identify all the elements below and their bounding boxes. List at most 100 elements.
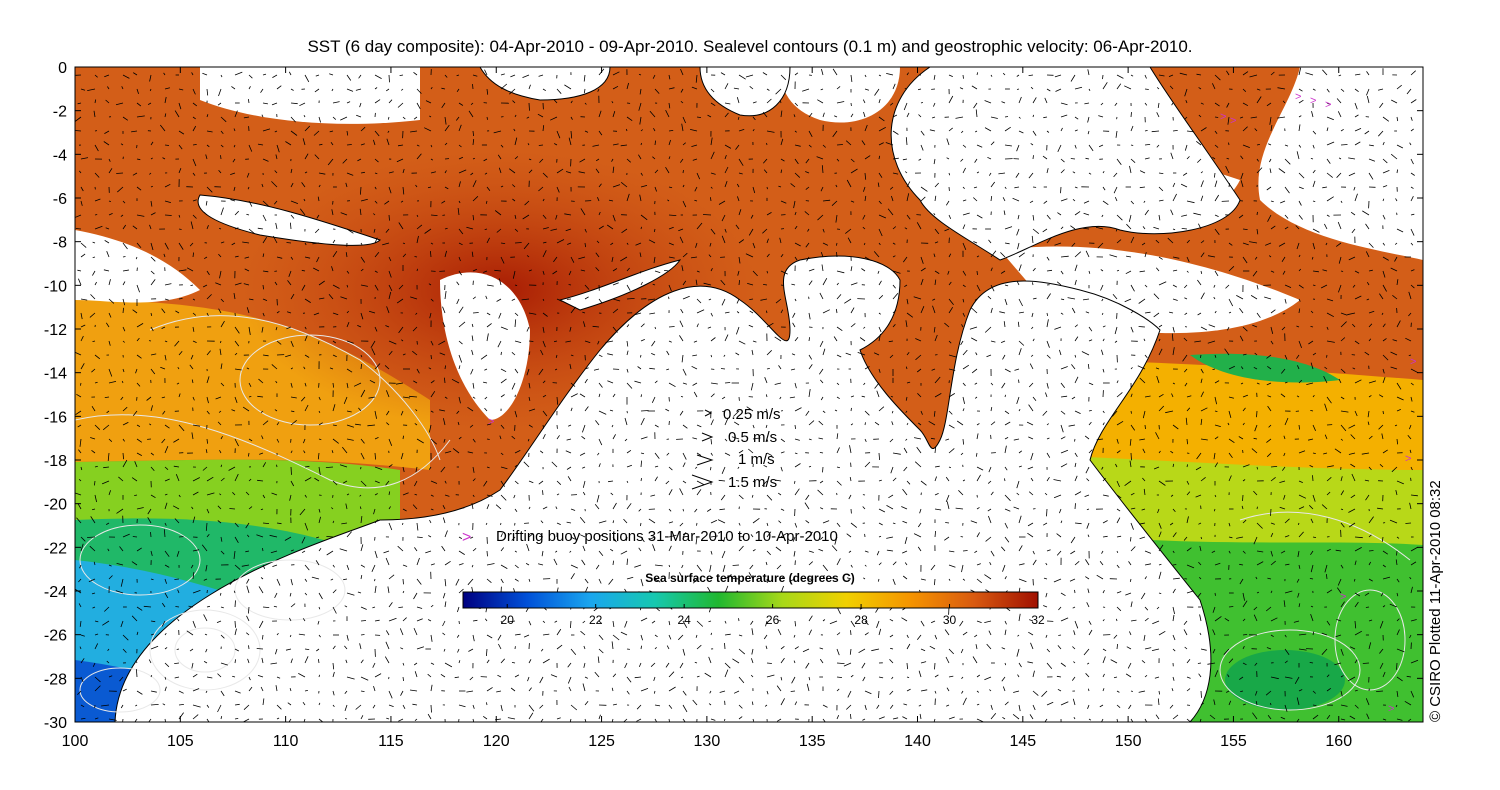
velocity-arrow [332, 101, 340, 104]
velocity-arrow [584, 701, 589, 706]
velocity-arrow [735, 144, 740, 150]
velocity-arrow [290, 200, 299, 204]
velocity-arrow [973, 241, 978, 244]
velocity-arrow [598, 714, 601, 720]
velocity-arrow [794, 407, 802, 412]
velocity-arrow [751, 701, 754, 706]
velocity-arrow [1197, 158, 1202, 163]
velocity-arrow [1030, 86, 1034, 90]
velocity-arrow [511, 435, 516, 440]
velocity-arrow [1406, 675, 1412, 678]
velocity-arrow [1268, 255, 1272, 258]
velocity-arrow [831, 200, 838, 206]
velocity-arrow [1255, 576, 1258, 580]
velocity-arrow [1144, 395, 1151, 398]
velocity-arrow [385, 641, 390, 650]
velocity-arrow [416, 144, 420, 147]
velocity-arrow [273, 200, 278, 205]
velocity-arrow [1060, 169, 1065, 174]
velocity-arrow [500, 242, 506, 244]
velocity-arrow [654, 140, 656, 146]
velocity-arrow [1362, 662, 1370, 664]
velocity-arrow [430, 684, 433, 692]
velocity-arrow [732, 658, 740, 664]
velocity-arrow [1102, 338, 1105, 342]
velocity-arrow [1309, 578, 1314, 580]
velocity-arrow [458, 340, 463, 345]
velocity-arrow [1016, 396, 1020, 405]
velocity-arrow [246, 615, 250, 622]
velocity-arrow [720, 494, 726, 501]
velocity-arrow [1060, 255, 1069, 258]
velocity-arrow [413, 116, 418, 120]
velocity-arrow [791, 353, 796, 356]
velocity-arrow [79, 646, 82, 650]
velocity-arrow [526, 368, 530, 376]
velocity-arrow [976, 270, 978, 275]
velocity-arrow [626, 267, 630, 272]
velocity-arrow [738, 716, 743, 720]
velocity-arrow [1028, 631, 1034, 636]
velocity-arrow [373, 508, 376, 515]
velocity-arrow [1200, 326, 1207, 331]
velocity-arrow [163, 253, 166, 258]
velocity-arrow [206, 508, 210, 514]
velocity-arrow [794, 72, 799, 76]
velocity-arrow [499, 435, 502, 440]
velocity-arrow [1158, 592, 1162, 594]
velocity-arrow [1015, 172, 1020, 178]
velocity-arrow [106, 660, 110, 664]
velocity-arrow [87, 88, 96, 91]
velocity-arrow [444, 480, 447, 484]
velocity-arrow [680, 100, 684, 104]
velocity-arrow [161, 396, 166, 399]
velocity-arrow [1256, 382, 1260, 385]
velocity-arrow [1143, 200, 1146, 203]
velocity-arrow [318, 702, 321, 706]
velocity-arrow [654, 169, 659, 174]
velocity-arrow [469, 424, 474, 428]
velocity-arrow [570, 704, 578, 711]
velocity-arrow [94, 620, 99, 623]
velocity-arrow [607, 380, 614, 384]
velocity-arrow [234, 628, 237, 636]
velocity-arrow [1084, 102, 1090, 105]
velocity-arrow [668, 296, 670, 300]
velocity-arrow [248, 74, 253, 79]
velocity-arrow [206, 476, 214, 482]
velocity-arrow [455, 116, 460, 121]
velocity-arrow [136, 284, 140, 293]
velocity-arrow [1130, 424, 1136, 431]
velocity-arrow [1392, 294, 1398, 300]
velocity-arrow [1284, 535, 1290, 538]
velocity-arrow [724, 154, 727, 160]
velocity-arrow [191, 662, 194, 669]
velocity-arrow [106, 410, 110, 414]
velocity-arrow [528, 408, 536, 412]
velocity-arrow [598, 463, 601, 468]
velocity-arrow [1116, 392, 1123, 398]
velocity-arrow [1004, 437, 1009, 440]
velocity-arrow [764, 704, 768, 707]
velocity-arrow [150, 494, 156, 499]
velocity-arrow [1139, 377, 1146, 384]
velocity-arrow [1405, 337, 1412, 342]
velocity-arrow [1228, 606, 1234, 608]
velocity-arrow [1382, 284, 1387, 292]
velocity-arrow [346, 310, 349, 314]
velocity-arrow [542, 298, 545, 301]
velocity-arrow [163, 72, 166, 76]
velocity-arrow [696, 489, 702, 496]
velocity-arrow [206, 130, 213, 133]
velocity-arrow [1172, 714, 1179, 720]
velocity-arrow [1002, 564, 1006, 572]
velocity-arrow [206, 396, 209, 404]
velocity-arrow [413, 662, 418, 666]
velocity-arrow [164, 592, 169, 599]
velocity-arrow [962, 270, 967, 276]
velocity-arrow [1326, 687, 1332, 692]
velocity-arrow [1238, 214, 1244, 219]
velocity-arrow [611, 687, 614, 692]
velocity-arrow [1018, 348, 1022, 356]
velocity-arrow [539, 676, 544, 684]
